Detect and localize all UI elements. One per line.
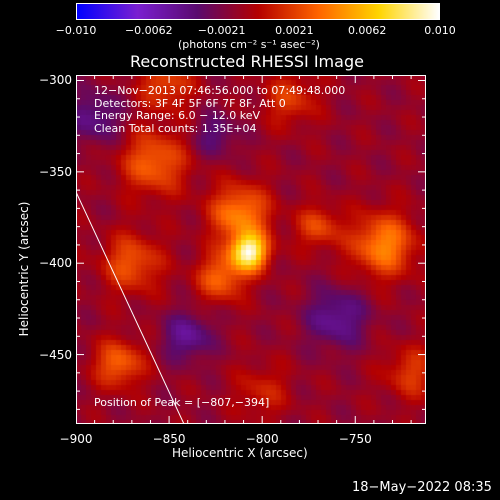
heatmap-image <box>76 75 426 424</box>
colorbar-tick-label: 0.0062 <box>347 24 387 37</box>
chart-title: Reconstructed RHESSI Image <box>130 52 364 71</box>
x-tick-label: −900 <box>59 432 93 446</box>
y-tick-label: −300 <box>39 73 72 88</box>
heatmap-plot: 12−Nov−2013 07:46:56.000 to 07:49:48.000… <box>76 75 426 424</box>
colorbar-tick-label: −0.0021 <box>197 24 246 37</box>
x-tick-label: −850 <box>152 432 186 446</box>
y-tick-label: −400 <box>39 256 72 271</box>
colorbar-tick-label: 0.0021 <box>275 24 314 37</box>
peak-position-label: Position of Peak = [−807,−394] <box>94 396 270 409</box>
colorbar-tick-label: −0.0062 <box>124 24 173 37</box>
info-line-time: 12−Nov−2013 07:46:56.000 to 07:49:48.000 <box>94 84 346 97</box>
x-tick-label: −750 <box>338 432 372 446</box>
y-tick-label: −450 <box>39 347 72 362</box>
info-line-detectors: Detectors: 3F 4F 5F 6F 7F 8F, Att 0 <box>94 96 286 110</box>
info-line-counts: Clean Total counts: 1.35E+04 <box>94 121 257 135</box>
y-tick-label: −350 <box>39 164 72 179</box>
info-block: 12−Nov−2013 07:46:56.000 to 07:49:48.000… <box>94 84 346 135</box>
footer-timestamp: 18−May−2022 08:35 <box>352 480 492 495</box>
y-axis-label: Heliocentric Y (arcsec) <box>17 201 31 337</box>
info-line-energy: Energy Range: 6.0 − 12.0 keV <box>94 109 261 122</box>
colorbar <box>76 3 440 20</box>
colorbar-tick-label: 0.010 <box>424 24 456 37</box>
x-tick-label: −800 <box>245 432 279 446</box>
colorbar-unit-label: (photons cm⁻² s⁻¹ asec⁻²) <box>178 38 320 51</box>
x-axis-label: Heliocentric X (arcsec) <box>172 446 308 460</box>
limb-line <box>76 191 185 424</box>
plot-overlay <box>76 75 426 424</box>
plot-frame <box>76 75 426 424</box>
colorbar-tick-label: −0.010 <box>55 24 97 37</box>
